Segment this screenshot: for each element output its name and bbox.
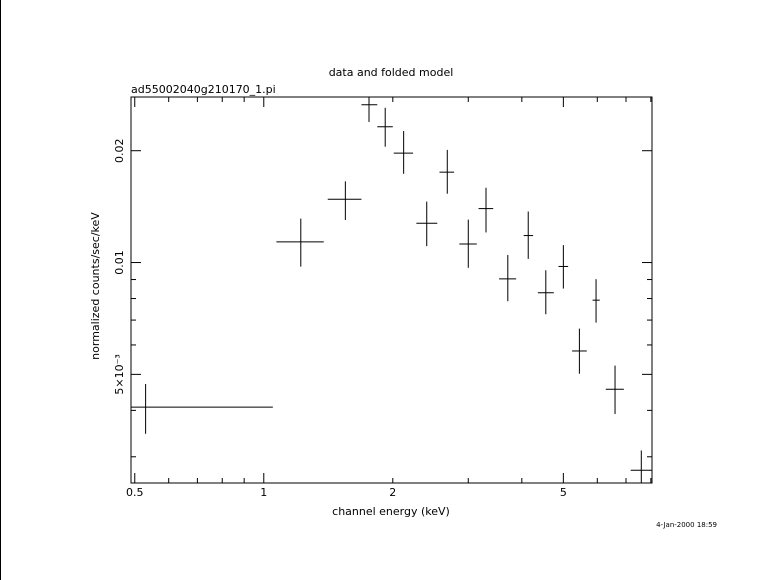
chart-subtitle: ad55002040g210170_1.pi	[131, 83, 276, 96]
x-tick-label: 0.5	[126, 486, 144, 499]
data-point	[499, 254, 517, 302]
data-point	[377, 107, 393, 147]
data-point	[393, 130, 414, 174]
data-point	[592, 279, 600, 323]
data-point	[523, 211, 534, 259]
plot-frame	[130, 96, 653, 484]
data-point	[131, 384, 273, 434]
data-points	[131, 97, 652, 483]
y-axis-label: normalized counts/sec/keV	[89, 212, 102, 360]
data-point	[537, 270, 554, 315]
x-tick-label: 1	[260, 486, 267, 499]
axis-ticks	[131, 97, 652, 483]
data-point	[361, 97, 378, 122]
x-tick-label: 2	[389, 486, 396, 499]
left-edge-line	[0, 0, 1, 580]
tick-labels: 0.5 1 2 5 5×10⁻³ 0.01 0.02	[113, 138, 567, 499]
data-point	[276, 218, 324, 267]
timestamp-label: 4-Jan-2000 18:59	[656, 521, 717, 529]
data-point	[327, 181, 362, 220]
data-point	[630, 450, 652, 483]
data-point	[572, 328, 587, 374]
data-point	[605, 365, 624, 415]
x-axis-label: channel energy (keV)	[332, 505, 450, 518]
data-point	[478, 187, 494, 233]
y-tick-label: 0.01	[113, 250, 126, 275]
data-point	[416, 201, 438, 247]
data-point	[459, 219, 477, 268]
data-point	[439, 149, 455, 194]
chart-title: data and folded model	[329, 66, 454, 79]
y-tick-label: 0.02	[113, 138, 126, 163]
y-tick-label: 5×10⁻³	[113, 354, 126, 394]
data-point	[558, 245, 569, 289]
x-tick-label: 5	[560, 486, 567, 499]
